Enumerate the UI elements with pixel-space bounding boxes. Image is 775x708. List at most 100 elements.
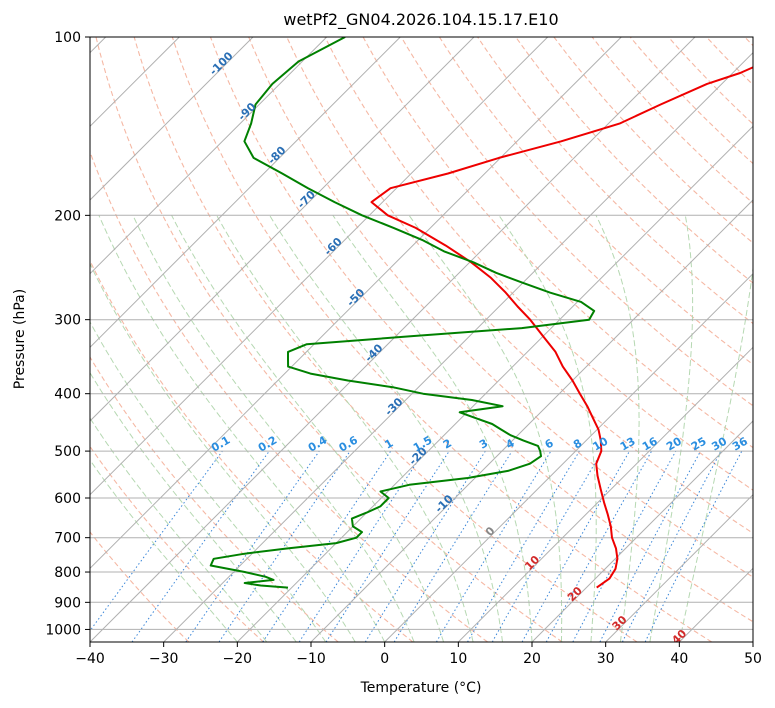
mixing-ratio-line	[393, 450, 513, 642]
isotherm-line	[457, 346, 753, 642]
mixing-ratio-line	[218, 450, 351, 642]
isotherm-label: -100	[207, 49, 236, 78]
mixing-ratio-line	[435, 450, 552, 642]
mixing-ratio-line	[364, 450, 486, 642]
y-tick-label: 700	[54, 531, 81, 547]
isotherm-line	[90, 37, 328, 275]
dry-adiabat	[591, 37, 753, 204]
moist-adiabat	[595, 215, 640, 642]
isotherm-line	[90, 37, 696, 642]
plot-area: -100-90-80-70-60-50-40-30-20-10010203040…	[90, 37, 753, 642]
dry-adiabat	[324, 37, 753, 491]
isotherm-line	[90, 37, 549, 496]
x-tick-label: −20	[223, 651, 253, 667]
x-tick-label: 30	[597, 651, 615, 667]
isotherm-line	[90, 37, 475, 422]
x-tick-label: −30	[149, 651, 179, 667]
y-tick-label: 200	[54, 208, 81, 224]
moist-adiabat	[90, 371, 297, 642]
y-tick-label: 500	[54, 444, 81, 460]
moist-adiabat	[216, 215, 474, 642]
dry-adiabat	[90, 445, 264, 642]
moist-adiabat	[498, 215, 597, 642]
mixing-ratio-label: 1	[382, 437, 395, 452]
y-tick-label: 600	[54, 491, 81, 507]
chart-title: wetPf2_GN04.2026.104.15.17.E10	[283, 10, 558, 30]
plot-frame	[89, 36, 754, 643]
dry-adiabat	[477, 37, 753, 325]
mixing-ratio-label: 6	[543, 436, 556, 451]
dry-adiabat	[90, 150, 488, 642]
x-tick-label: −40	[75, 651, 105, 667]
moist-adiabat	[408, 215, 563, 642]
mixing-ratio-line	[572, 450, 677, 642]
isotherm-label: -10	[433, 492, 456, 515]
isobars	[90, 37, 753, 630]
moist-adiabat	[649, 215, 694, 642]
moist-adiabat	[332, 215, 533, 642]
y-tick-label: 900	[54, 595, 81, 611]
mixing-ratio-line	[467, 450, 580, 642]
temperature-profile	[370, 66, 753, 589]
mixing-ratio-label: 3	[477, 437, 490, 452]
dry-adiabat	[362, 37, 753, 449]
y-tick-label: 100	[54, 30, 81, 46]
y-axis-label: Pressure (hPa)	[12, 289, 28, 389]
isotherms	[90, 37, 753, 642]
isotherm-line	[310, 199, 753, 642]
isotherm-line	[384, 272, 753, 642]
x-tick-label: 50	[744, 651, 762, 667]
dry-adiabat	[553, 37, 753, 244]
isotherm-line	[90, 37, 622, 570]
dry-adiabat	[744, 37, 753, 47]
dry-adiabat	[667, 37, 753, 125]
mixing-ratio-line	[131, 450, 270, 642]
x-axis: −40 −30 −20 −10 0 10 20 30 40 50	[75, 642, 762, 667]
dewpoint-profile	[209, 37, 596, 589]
mixing-ratio-lines	[90, 450, 743, 642]
isotherm-line	[90, 37, 254, 201]
dry-adiabat	[133, 37, 638, 642]
dry-adiabat	[90, 259, 414, 642]
dry-adiabat	[90, 531, 190, 642]
y-tick-label: 800	[54, 565, 81, 581]
mixing-ratio-label: 2	[441, 437, 454, 452]
x-tick-label: 10	[449, 651, 467, 667]
dry-adiabat	[171, 37, 712, 642]
x-tick-label: 20	[523, 651, 541, 667]
mixing-ratio-line	[90, 450, 223, 632]
y-tick-label: 400	[54, 387, 81, 403]
moist-adiabat	[98, 215, 386, 642]
x-tick-label: 40	[670, 651, 688, 667]
dry-adiabat	[248, 37, 753, 578]
dry-adiabat	[286, 37, 753, 534]
moist-adiabat	[678, 264, 753, 642]
dry-adiabat	[706, 37, 753, 86]
dry-adiabats	[90, 37, 753, 642]
isotherm-label: 20	[565, 584, 585, 604]
isotherm-label: -40	[362, 341, 385, 364]
mixing-ratio-line	[521, 450, 630, 642]
moist-adiabat	[132, 215, 415, 642]
isotherm-line	[531, 420, 753, 642]
mixing-ratio-line	[325, 450, 450, 642]
moist-adiabat	[90, 417, 268, 642]
moist-adiabat	[90, 459, 238, 642]
isotherm-line	[236, 125, 753, 642]
dry-adiabat	[209, 37, 753, 623]
dry-adiabat	[438, 37, 753, 366]
isotherm-line	[752, 641, 753, 642]
isotherm-line	[605, 493, 753, 642]
isotherm-line	[678, 567, 753, 642]
mixing-ratio-line	[491, 450, 603, 642]
dry-adiabat	[515, 37, 753, 284]
isotherm-label: -60	[322, 235, 345, 258]
isotherm-label: -50	[344, 286, 367, 309]
dry-adiabat	[90, 356, 339, 642]
dry-adiabat	[400, 37, 753, 407]
x-tick-label: −10	[296, 651, 326, 667]
moist-adiabats	[90, 215, 753, 642]
mixing-ratio-line	[262, 450, 392, 642]
y-axis: 100 200 300 400 500 600 700 800 900 1000	[45, 30, 90, 638]
